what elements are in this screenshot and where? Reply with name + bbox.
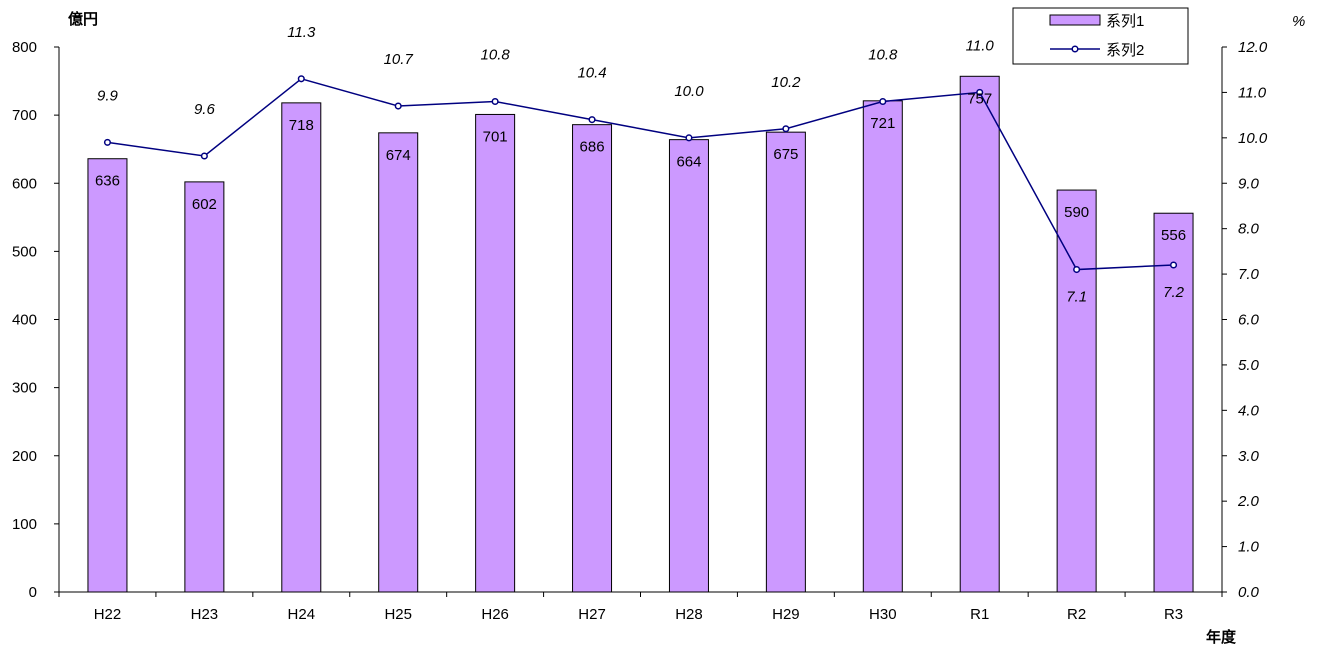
line-point: [685, 134, 693, 142]
right-tick-label: 12.0: [1238, 39, 1268, 56]
line-value-label: 10.8: [481, 47, 511, 64]
bar: [572, 124, 613, 593]
left-tick-label: 200: [12, 448, 37, 465]
x-tick-label: H28: [675, 606, 703, 623]
right-tick-label: 5.0: [1238, 357, 1260, 374]
line-point: [297, 75, 305, 83]
axes: 0 100 200 300 400 500 600 700 800 0.0 1.0 2.0 3.0 4.0…: [12, 39, 1268, 623]
bar-value-label: 636: [95, 173, 120, 190]
bar: [1056, 189, 1097, 593]
bar-value-label: 602: [192, 196, 217, 213]
left-tick-label: 700: [12, 107, 37, 124]
bar: [281, 102, 322, 593]
bar-value-label: 701: [483, 128, 508, 145]
bar: [765, 131, 806, 593]
bar: [87, 158, 128, 593]
bar: [959, 75, 1000, 593]
x-tick-label: R1: [970, 606, 989, 623]
bar-value-label: 686: [580, 139, 605, 156]
line-value-label: 10.7: [384, 51, 414, 68]
right-tick-label: 10.0: [1238, 130, 1268, 147]
left-tick-label: 500: [12, 243, 37, 260]
bar: [184, 181, 225, 593]
right-tick-label: 7.0: [1238, 266, 1260, 283]
line-point: [394, 102, 402, 110]
x-tick-label: H22: [94, 606, 122, 623]
line-point: [1073, 265, 1081, 274]
x-tick-label: H27: [578, 606, 606, 623]
x-tick-label: H23: [191, 606, 219, 623]
line-point: [103, 138, 112, 146]
x-tick-label: R3: [1164, 606, 1183, 623]
right-tick-label: 4.0: [1238, 402, 1260, 419]
x-tick-label: H24: [288, 606, 316, 623]
legend: 系列1 系列2: [1012, 7, 1189, 65]
line-value-label: 11.3: [287, 24, 316, 41]
x-tick-label: R2: [1067, 606, 1086, 623]
bar-value-label: 675: [773, 146, 798, 163]
right-tick-label: 1.0: [1238, 539, 1260, 556]
bar-series: [87, 75, 1194, 593]
line-value-label: 10.4: [577, 65, 606, 82]
bar: [378, 132, 419, 593]
line-value-label: 7.1: [1066, 289, 1087, 306]
line-series: [103, 75, 1178, 274]
line-value-label: 9.6: [194, 101, 216, 118]
x-tick-label: H29: [772, 606, 800, 623]
bar-value-label: 718: [289, 117, 314, 134]
line-value-label: 7.2: [1163, 284, 1185, 301]
left-tick-label: 400: [12, 312, 37, 329]
left-tick-label: 600: [12, 175, 37, 192]
legend-bar-swatch: [1049, 14, 1101, 26]
legend-line-marker: [1071, 45, 1079, 53]
x-tick-label: H30: [869, 606, 897, 623]
right-tick-label: 11.0: [1238, 84, 1267, 101]
right-tick-label: 6.0: [1238, 312, 1260, 329]
x-tick-label: H25: [384, 606, 412, 623]
line-value-label: 10.8: [868, 47, 898, 64]
bar-value-label: 590: [1064, 204, 1089, 221]
right-tick-label: 0.0: [1238, 584, 1260, 601]
legend-series1-label: 系列1: [1106, 13, 1144, 30]
right-tick-label: 2.0: [1237, 493, 1260, 510]
x-axis-label: 年度: [1206, 628, 1237, 646]
line-point: [879, 97, 887, 106]
right-tick-label: 8.0: [1238, 221, 1260, 238]
bar-value-label: 556: [1161, 227, 1186, 244]
right-tick-label: 9.0: [1238, 175, 1260, 192]
line-point: [491, 97, 499, 106]
bar: [1153, 212, 1194, 593]
bar: [475, 113, 516, 593]
line-point: [976, 88, 984, 96]
left-tick-label: 0: [29, 584, 37, 601]
line-value-label: 10.2: [771, 74, 801, 91]
right-axis-unit: %: [1292, 13, 1305, 30]
bar: [862, 100, 903, 593]
bar-value-label: 674: [386, 147, 411, 164]
line-path: [107, 77, 1174, 271]
left-tick-label: 300: [12, 380, 37, 397]
left-tick-label: 800: [12, 39, 37, 56]
line-point: [200, 152, 208, 160]
line-value-label: 11.0: [966, 37, 995, 54]
legend-series2-label: 系列2: [1106, 42, 1144, 59]
line-value-label: 9.9: [97, 87, 119, 104]
data-labels: 636 602 718 674 701 686 664 675 721 757 590 556 9.9 9…: [95, 24, 1186, 306]
line-point: [782, 125, 790, 133]
bar-value-label: 757: [967, 90, 992, 107]
line-point: [588, 116, 596, 124]
line-point: [1169, 261, 1178, 269]
bar-value-label: 721: [870, 115, 895, 132]
left-axis-unit: 億円: [68, 10, 98, 28]
right-tick-label: 3.0: [1238, 448, 1260, 465]
left-tick-label: 100: [12, 516, 37, 533]
line-value-label: 10.0: [674, 83, 704, 100]
x-tick-label: H26: [481, 606, 509, 623]
bar-value-label: 664: [676, 154, 701, 171]
bar: [668, 139, 709, 593]
